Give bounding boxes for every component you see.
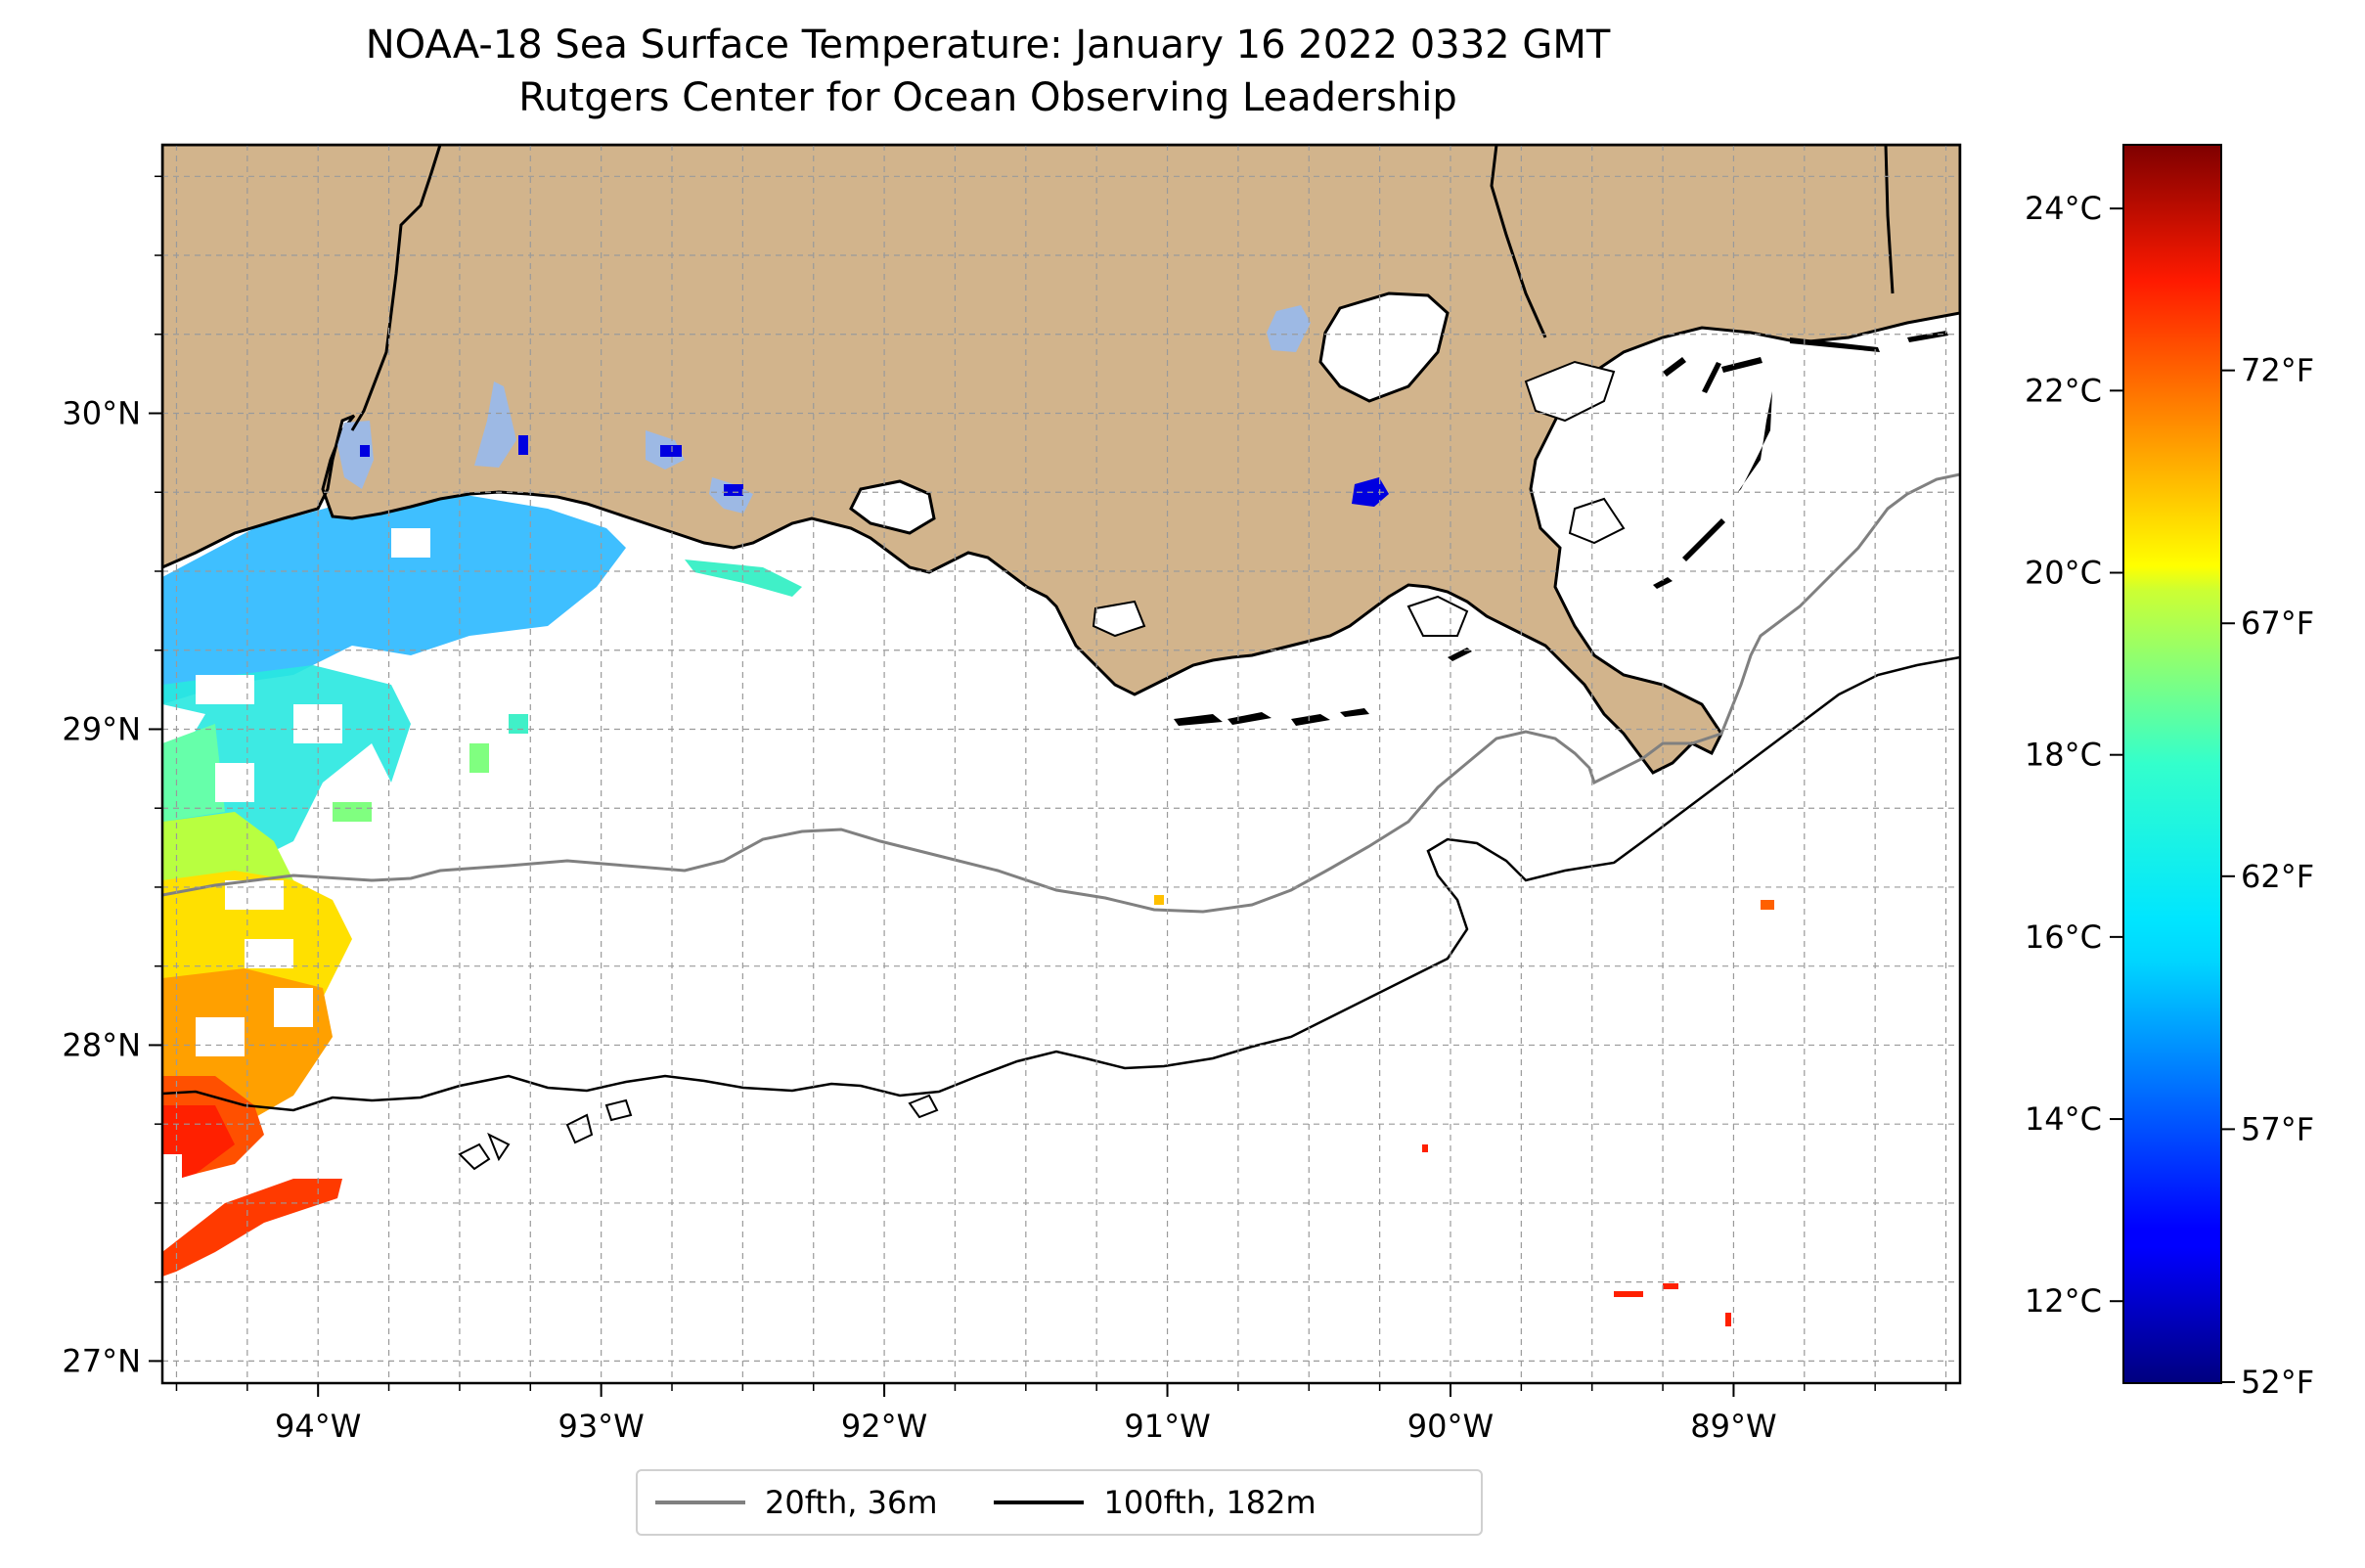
lake-west xyxy=(474,381,516,468)
legend-swatch-100fth xyxy=(994,1501,1085,1504)
lake-small xyxy=(1267,305,1311,352)
lon-tick-label: 93°W xyxy=(558,1408,644,1445)
contour-20fth xyxy=(162,472,1960,914)
celsius-tick-label: 22°C xyxy=(2025,372,2102,409)
contour-100fth xyxy=(162,655,1960,1112)
colorbar: 12°C 14°C 16°C 18°C 20°C 22°C 24°C 52°F 57°F 62°F… xyxy=(2025,144,2314,1401)
sst-data-layer xyxy=(162,494,1774,1326)
lat-tick-label: 29°N xyxy=(62,710,141,747)
fahrenheit-tick-label: 52°F xyxy=(2241,1364,2314,1401)
lon-tick-label: 89°W xyxy=(1690,1408,1776,1445)
celsius-tick-label: 18°C xyxy=(2025,737,2102,774)
celsius-tick-label: 24°C xyxy=(2025,190,2102,227)
map-axis-ticks: 94°W 93°W 92°W 91°W 90°W 89°W 27°N 28°N 29°N 30°N xyxy=(62,175,1947,1445)
fahrenheit-tick-label: 57°F xyxy=(2241,1110,2314,1147)
lake-calcasieu xyxy=(337,421,374,489)
lon-tick-label: 92°W xyxy=(841,1408,927,1445)
fahrenheit-tick-label: 62°F xyxy=(2241,858,2314,895)
colorbar-gradient xyxy=(2122,144,2222,1384)
gridlines xyxy=(162,145,1960,1383)
lon-tick-label: 90°W xyxy=(1407,1408,1494,1445)
celsius-tick-label: 20°C xyxy=(2025,555,2102,592)
colorbar-ticks: 12°C 14°C 16°C 18°C 20°C 22°C 24°C 52°F 57°F 62°F… xyxy=(2025,190,2314,1401)
map-title: NOAA-18 Sea Surface Temperature: January… xyxy=(365,22,1611,67)
fahrenheit-tick-label: 67°F xyxy=(2241,605,2314,642)
legend-item-20fth: 20fth, 36m xyxy=(655,1484,937,1521)
legend-label-100fth: 100fth, 182m xyxy=(1103,1484,1316,1521)
legend-item-100fth: 100fth, 182m xyxy=(994,1484,1316,1521)
map-subtitle: Rutgers Center for Ocean Observing Leade… xyxy=(518,75,1457,120)
legend-label-20fth: 20fth, 36m xyxy=(765,1484,938,1521)
map-frame xyxy=(160,143,1962,1385)
lake-big xyxy=(1318,291,1450,403)
fahrenheit-tick-label: 72°F xyxy=(2241,352,2314,389)
lon-tick-label: 94°W xyxy=(275,1408,361,1445)
lon-tick-label: 91°W xyxy=(1124,1408,1210,1445)
celsius-tick-label: 16°C xyxy=(2025,918,2102,956)
legend-swatch-20fth xyxy=(655,1501,745,1504)
legend: 20fth, 36m 100fth, 182m xyxy=(636,1469,1483,1536)
lat-tick-label: 30°N xyxy=(62,395,141,432)
map-plot-area xyxy=(162,145,1960,1383)
celsius-tick-label: 14°C xyxy=(2025,1100,2102,1138)
lat-tick-label: 28°N xyxy=(62,1026,141,1063)
celsius-tick-label: 12°C xyxy=(2025,1282,2102,1320)
lat-tick-label: 27°N xyxy=(62,1342,141,1379)
land xyxy=(162,145,1960,775)
